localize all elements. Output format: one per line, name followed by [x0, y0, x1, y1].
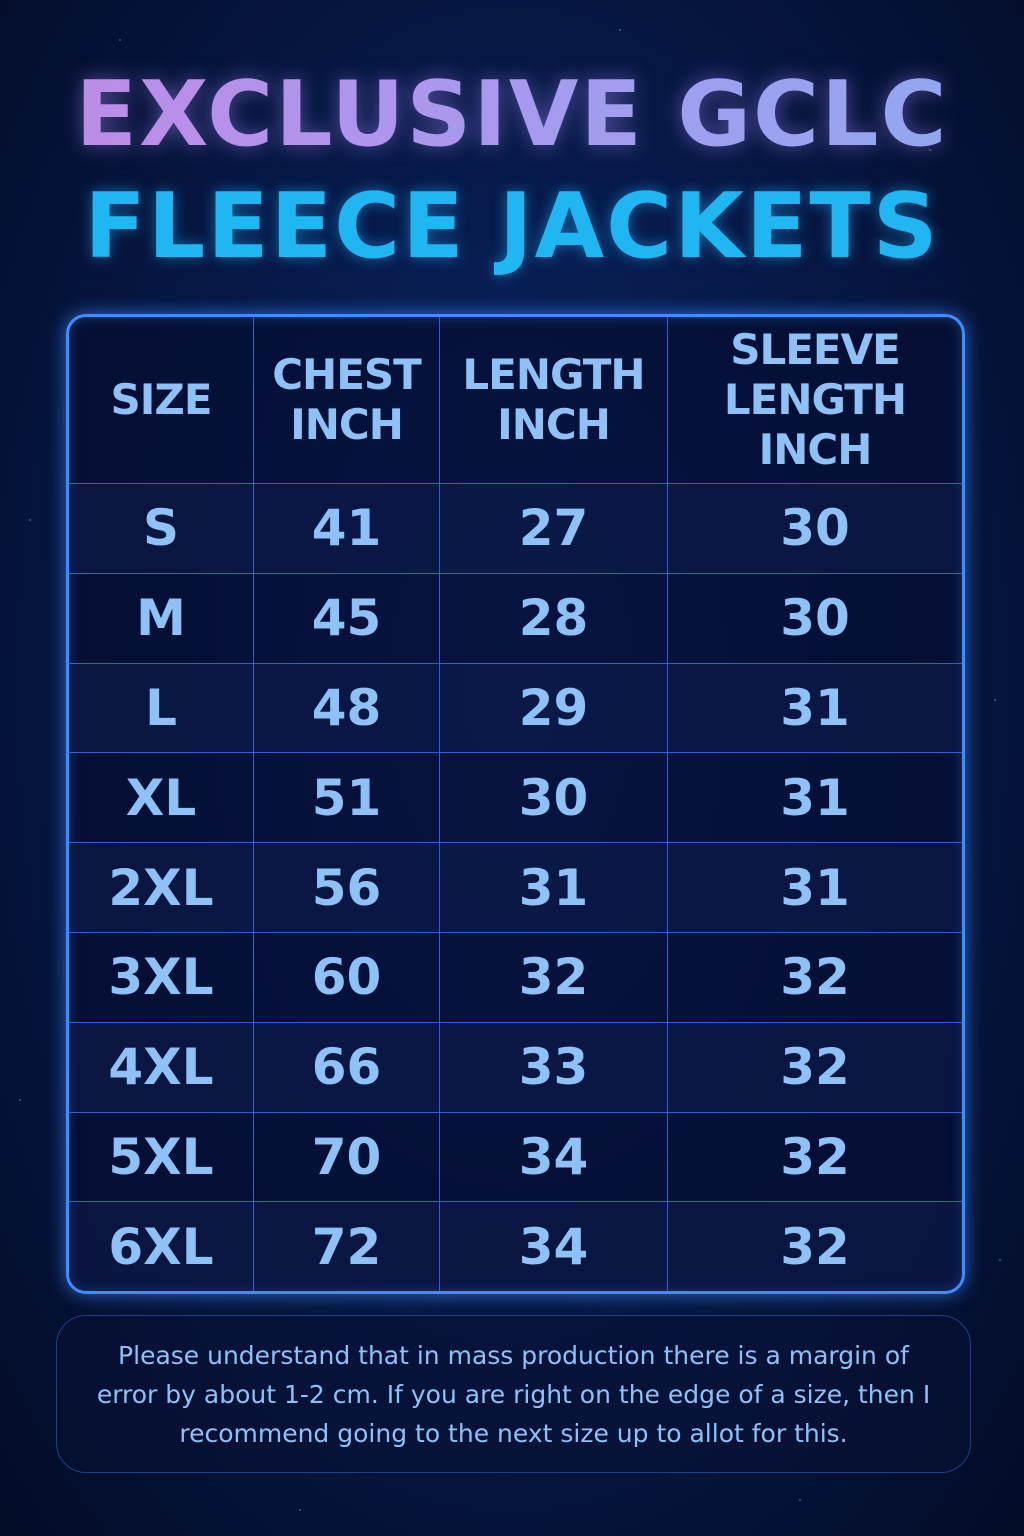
table-row: 4XL 66 33 32 [69, 1021, 962, 1113]
title-line-2: FLEECE JACKETS [84, 174, 940, 279]
cell-sleeve: 30 [667, 572, 962, 664]
header-chest: CHEST INCH [253, 317, 440, 484]
cell-size: 5XL [69, 1111, 254, 1203]
table-row: S 41 27 30 [69, 483, 962, 574]
cell-sleeve: 31 [667, 752, 962, 844]
cell-sleeve: 32 [667, 1021, 962, 1113]
cell-length: 33 [439, 1021, 668, 1113]
header-size: SIZE [69, 317, 254, 484]
cell-size: 4XL [69, 1021, 254, 1113]
note-text: Please understand that in mass productio… [96, 1340, 931, 1448]
cell-size: L [69, 662, 254, 754]
size-chart-table: SIZE CHEST INCH LENGTH INCH SLEEVE LENGT… [66, 314, 965, 1294]
table-row: L 48 29 31 [69, 662, 962, 754]
cell-size: 2XL [69, 842, 254, 933]
cell-size: XL [69, 752, 254, 844]
table-row: M 45 28 30 [69, 572, 962, 664]
cell-length: 29 [439, 662, 668, 754]
cell-chest: 72 [253, 1201, 440, 1291]
cell-length: 34 [439, 1201, 668, 1291]
cell-chest: 51 [253, 752, 440, 844]
cell-chest: 60 [253, 931, 440, 1023]
cell-chest: 48 [253, 662, 440, 754]
cell-sleeve: 31 [667, 662, 962, 754]
cell-sleeve: 32 [667, 1201, 962, 1291]
cell-length: 31 [439, 842, 668, 933]
header-sleeve: SLEEVE LENGTH INCH [667, 317, 962, 484]
cell-chest: 45 [253, 572, 440, 664]
cell-chest: 41 [253, 483, 440, 574]
cell-chest: 70 [253, 1111, 440, 1203]
table-row: 2XL 56 31 31 [69, 842, 962, 933]
cell-size: 6XL [69, 1201, 254, 1291]
cell-chest: 66 [253, 1021, 440, 1113]
cell-size: S [69, 483, 254, 574]
cell-length: 27 [439, 483, 668, 574]
cell-length: 32 [439, 931, 668, 1023]
header-length: LENGTH INCH [439, 317, 668, 484]
title-line-1: EXCLUSIVE GCLC [0, 60, 1024, 170]
cell-length: 28 [439, 572, 668, 664]
cell-size: 3XL [69, 931, 254, 1023]
table-row: XL 51 30 31 [69, 752, 962, 844]
cell-sleeve: 31 [667, 842, 962, 933]
table-row: 5XL 70 34 32 [69, 1111, 962, 1203]
header-row: SIZE CHEST INCH LENGTH INCH SLEEVE LENGT… [69, 317, 962, 484]
cell-sleeve: 32 [667, 1111, 962, 1203]
cell-sleeve: 32 [667, 931, 962, 1023]
cell-size: M [69, 572, 254, 664]
cell-chest: 56 [253, 842, 440, 933]
table-row: 3XL 60 32 32 [69, 931, 962, 1023]
table-row: 6XL 72 34 32 [69, 1201, 962, 1291]
disclaimer-note: Please understand that in mass productio… [56, 1315, 971, 1473]
cell-length: 34 [439, 1111, 668, 1203]
cell-length: 30 [439, 752, 668, 844]
cell-sleeve: 30 [667, 483, 962, 574]
